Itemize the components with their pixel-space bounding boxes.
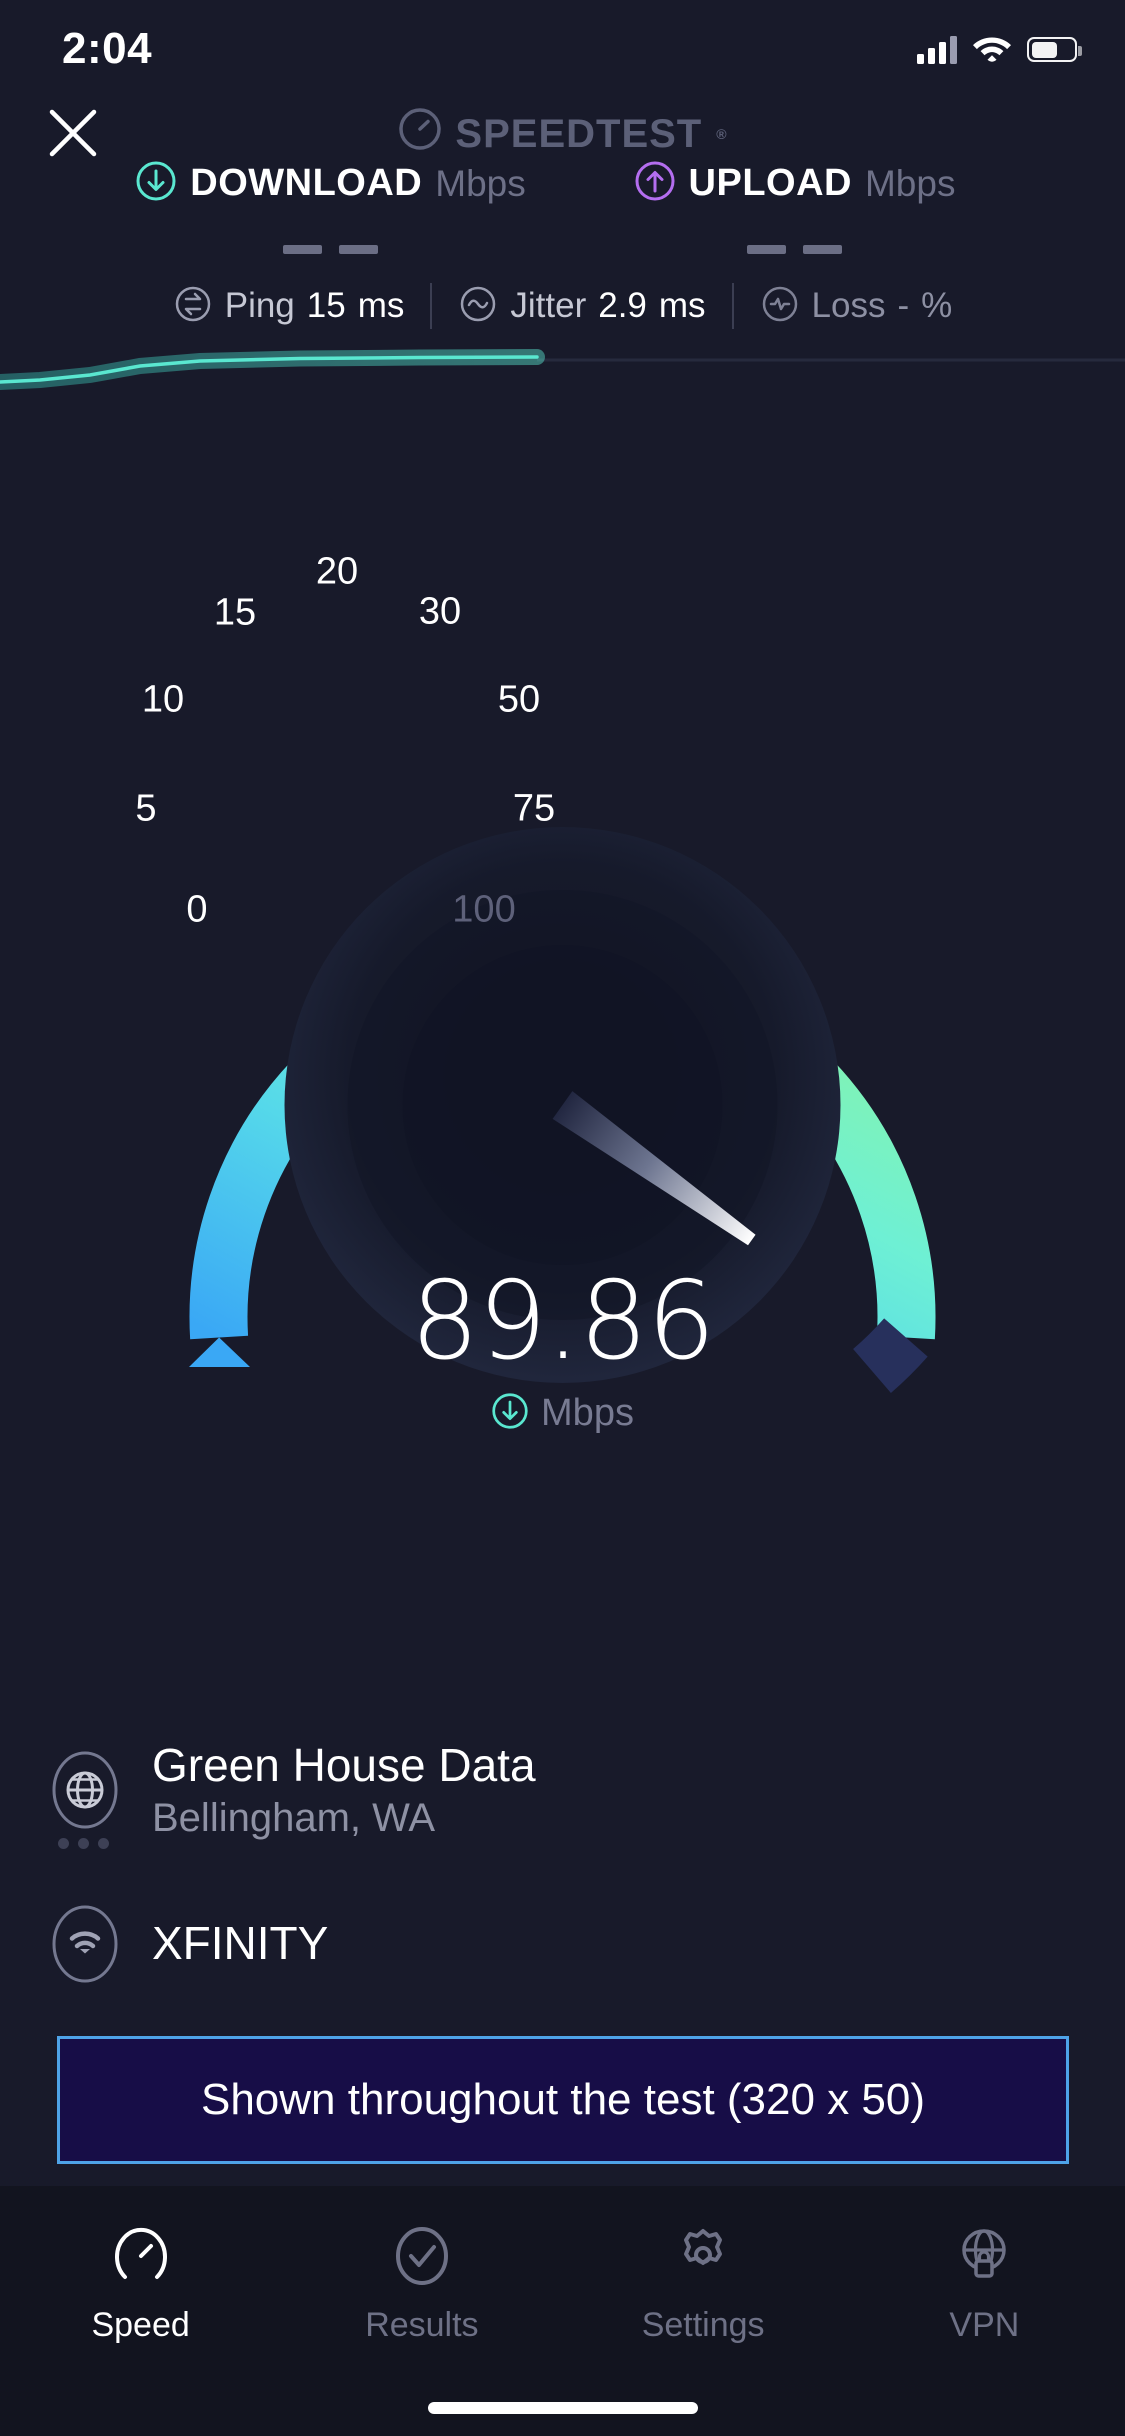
globe-icon: [52, 1751, 118, 1829]
jitter-unit: ms: [658, 286, 706, 325]
download-unit: Mbps: [435, 162, 526, 204]
loss-stat[interactable]: Loss - %: [760, 284, 953, 329]
stat-divider: [430, 283, 433, 329]
status-bar-clock: 2:04: [62, 24, 153, 73]
gauge-tick-10: 10: [141, 678, 185, 721]
download-arrow-icon: [135, 160, 177, 207]
gauge-tick-50: 50: [497, 678, 541, 721]
tab-results-label: Results: [365, 2306, 479, 2344]
battery-icon: [1027, 37, 1082, 62]
tab-results[interactable]: Results: [281, 2222, 562, 2345]
wifi-icon: [971, 32, 1013, 67]
ping-unit: ms: [357, 286, 405, 325]
speed-value: 89.86: [410, 1259, 715, 1384]
gauge-tick-20: 20: [315, 550, 359, 593]
jitter-value: 2.9: [598, 286, 647, 325]
speedtest-logo: SPEEDTEST ®: [0, 106, 1125, 162]
tab-settings[interactable]: Settings: [563, 2222, 844, 2345]
live-speed-graph: [0, 330, 1125, 400]
server-selector[interactable]: Green House Data Bellingham, WA: [52, 1739, 536, 1841]
upload-label: UPLOAD: [688, 162, 852, 204]
home-indicator: [427, 2402, 698, 2414]
bottom-tab-bar: Speed Results Settings: [0, 2186, 1125, 2436]
speed-gauge: 20 15 30 10 50 5 75 0 100: [0, 440, 1125, 1393]
gauge-tick-5: 5: [135, 787, 157, 830]
tab-vpn-label: VPN: [949, 2306, 1020, 2344]
gauge-tick-15: 15: [213, 591, 257, 634]
ping-label: Ping: [224, 286, 295, 325]
stat-divider: [731, 283, 734, 329]
ad-banner[interactable]: Shown throughout the test (320 x 50): [57, 2036, 1069, 2164]
gear-icon: [670, 2222, 736, 2290]
speedometer-icon: [108, 2222, 174, 2290]
server-change-dots[interactable]: [58, 1838, 109, 1849]
jitter-stat[interactable]: Jitter 2.9 ms: [458, 284, 706, 329]
gauge-tick-75: 75: [512, 787, 556, 830]
server-location: Bellingham, WA: [152, 1795, 436, 1840]
tab-speed[interactable]: Speed: [0, 2222, 281, 2345]
network-stats-row: Ping 15 ms Jitter 2.9 ms: [0, 283, 1125, 329]
upload-unit: Mbps: [864, 162, 956, 204]
ping-stat[interactable]: Ping 15 ms: [173, 284, 405, 329]
ping-icon: [173, 284, 213, 329]
upload-value: [747, 245, 842, 254]
tab-settings-label: Settings: [641, 2306, 765, 2344]
download-metric[interactable]: DOWNLOAD Mbps: [136, 160, 526, 254]
loss-unit: %: [921, 286, 953, 325]
brand-text: SPEEDTEST: [455, 111, 703, 156]
speed-readout: 89.86 Mbps: [0, 1268, 1125, 1435]
status-bar: 2:04: [0, 0, 1125, 110]
wifi-circle-icon: [52, 1905, 118, 1983]
tab-speed-label: Speed: [91, 2306, 190, 2344]
isp-name: XFINITY: [152, 1917, 329, 1970]
speed-unit: Mbps: [541, 1392, 634, 1434]
server-name: Green House Data: [152, 1739, 536, 1791]
loss-label: Loss: [811, 286, 886, 325]
jitter-label: Jitter: [510, 286, 587, 325]
check-circle-icon: [389, 2222, 455, 2290]
gauge-tick-100: 100: [452, 888, 516, 931]
status-bar-indicators: [917, 32, 1082, 67]
loss-icon: [760, 284, 800, 329]
cellular-signal-icon: [917, 35, 957, 64]
ping-value: 15: [306, 286, 346, 325]
gauge-tick-30: 30: [418, 590, 462, 633]
loss-value: -: [897, 286, 910, 325]
close-icon[interactable]: [40, 100, 106, 166]
brand-registered-mark: ®: [716, 126, 728, 142]
ad-text: Shown throughout the test (320 x 50): [200, 2075, 926, 2124]
download-value: [283, 245, 378, 254]
download-arrow-icon: [491, 1392, 529, 1435]
vpn-globe-lock-icon: [951, 2222, 1017, 2290]
upload-metric[interactable]: UPLOAD Mbps: [600, 160, 990, 254]
speedometer-icon: [397, 106, 443, 162]
metrics-header: DOWNLOAD Mbps UPLOAD Mbps: [0, 160, 1125, 254]
upload-arrow-icon: [634, 160, 676, 207]
tab-vpn[interactable]: VPN: [844, 2222, 1125, 2345]
gauge-tick-0: 0: [186, 888, 208, 931]
isp-selector[interactable]: XFINITY: [52, 1905, 328, 1983]
jitter-icon: [458, 284, 498, 329]
download-label: DOWNLOAD: [190, 162, 423, 204]
